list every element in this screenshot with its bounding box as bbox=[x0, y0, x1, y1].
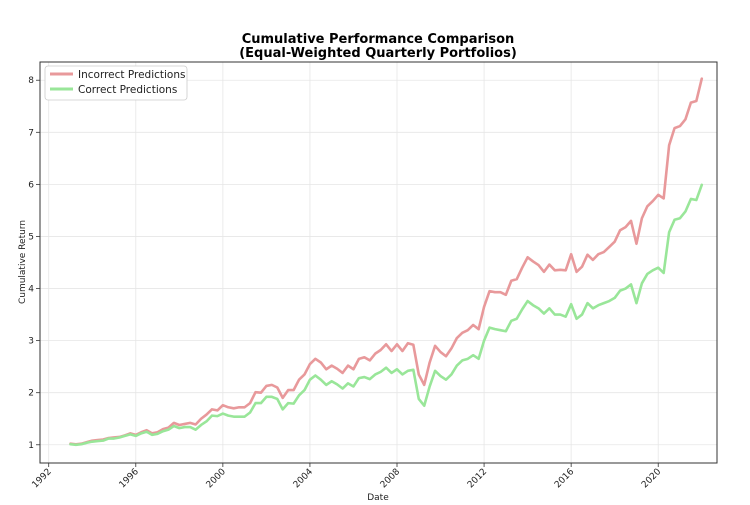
y-tick-label: 5 bbox=[28, 232, 34, 242]
series-layer bbox=[70, 79, 701, 445]
x-axis-label: Date bbox=[367, 493, 389, 503]
y-tick-label: 1 bbox=[28, 441, 34, 451]
legend: Incorrect Predictions Correct Prediction… bbox=[45, 66, 187, 100]
y-tick-label: 8 bbox=[28, 76, 34, 86]
y-tick-label: 3 bbox=[28, 337, 34, 347]
x-tick-label: 2012 bbox=[466, 467, 489, 490]
y-tick-label: 7 bbox=[28, 128, 34, 138]
chart-subtitle: (Equal-Weighted Quarterly Portfolios) bbox=[239, 46, 517, 61]
plot-frame bbox=[40, 62, 717, 463]
chart-title: Cumulative Performance Comparison bbox=[242, 32, 515, 47]
x-tick-label: 2000 bbox=[205, 467, 228, 490]
y-axis-label: Cumulative Return bbox=[18, 220, 28, 304]
series-line-correct bbox=[70, 185, 701, 445]
tick-layer: 1992 1996 2000 2004 2008 2012 2016 2020 1 2 3 4 5 6 7 8 bbox=[28, 76, 663, 490]
y-tick-label: 4 bbox=[28, 285, 34, 295]
grid-layer bbox=[40, 62, 717, 463]
y-tick-label: 6 bbox=[28, 180, 34, 190]
series-line-incorrect bbox=[70, 79, 701, 445]
x-tick-label: 2008 bbox=[379, 467, 402, 490]
x-tick-label: 2004 bbox=[292, 467, 315, 490]
x-tick-label: 2016 bbox=[553, 467, 576, 490]
x-tick-label: 2020 bbox=[640, 467, 663, 490]
y-tick-label: 2 bbox=[28, 389, 34, 399]
legend-label-correct: Correct Predictions bbox=[78, 84, 177, 96]
x-tick-label: 1992 bbox=[31, 467, 54, 490]
x-tick-label: 1996 bbox=[118, 467, 141, 490]
legend-label-incorrect: Incorrect Predictions bbox=[78, 69, 186, 81]
